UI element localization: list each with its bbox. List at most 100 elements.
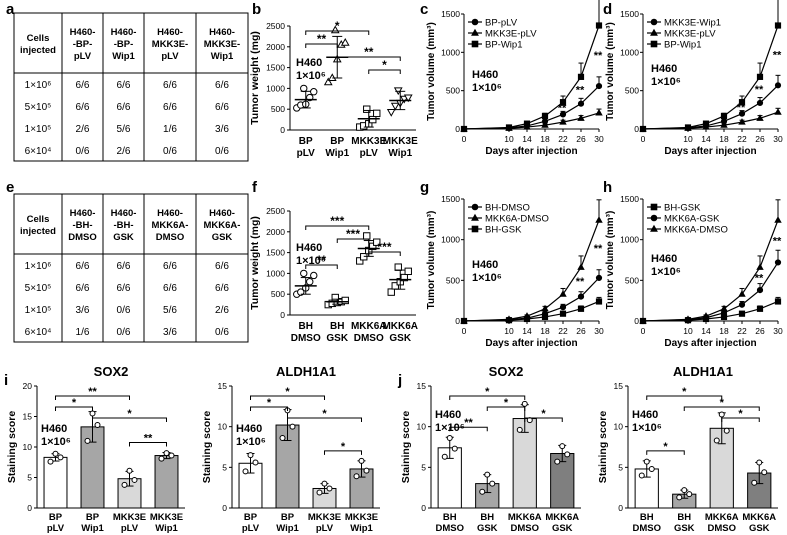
x-axis-label: Days after injection (664, 146, 756, 157)
significance-bracket (449, 395, 526, 400)
chart-title: ALDH1A1 (673, 364, 733, 379)
significance-bracket (368, 251, 401, 256)
y-tick-label: 5 (618, 462, 623, 472)
category-label: BP (299, 136, 313, 147)
category-label: GSK (477, 523, 498, 534)
significance-label: ** (558, 102, 567, 114)
significance-bracket (305, 43, 338, 48)
data-point (559, 118, 567, 125)
data-point (131, 476, 138, 483)
annotation-text: 1×10⁶ (651, 266, 681, 278)
y-tick-label: 1500 (620, 9, 639, 19)
data-point (577, 100, 585, 107)
significance-bracket (129, 441, 167, 447)
data-point (713, 437, 720, 444)
y-tick-label: 10 (218, 422, 228, 432)
x-tick-label: 10 (683, 134, 693, 144)
data-point (756, 286, 764, 294)
table-header-cell: H460- (70, 208, 96, 219)
panel-letter-j: j (397, 372, 402, 389)
data-point (47, 458, 54, 465)
x-tick-label: 0 (462, 326, 467, 336)
data-point (471, 203, 479, 211)
significance-label: ** (364, 45, 374, 59)
category-label: DMSO (436, 523, 465, 534)
significance-label: ** (576, 84, 585, 96)
category-label: BP (244, 512, 258, 523)
annotation-text: 1×10⁶ (632, 422, 662, 434)
data-point (471, 28, 479, 36)
category-label: Wip1 (81, 523, 104, 534)
table-cell: 0/6 (163, 146, 177, 157)
table-header-cell: GSK (113, 232, 134, 243)
data-point (738, 118, 746, 125)
y-axis-label: Staining score (597, 411, 609, 484)
annotation-text: H460 (651, 253, 677, 265)
annotation-text: 1×10⁶ (651, 76, 681, 88)
table-cell: 3/6 (215, 124, 229, 135)
category-label: MKK3E (113, 512, 146, 523)
x-axis-label: Days after injection (485, 338, 577, 349)
table-cell: 6/6 (76, 80, 90, 91)
y-tick-label: 15 (23, 412, 33, 422)
data-point (684, 315, 692, 322)
data-point (242, 468, 249, 475)
data-point (316, 489, 323, 496)
panel-letter-b: b (252, 1, 261, 18)
panel-letter-e: e (6, 179, 14, 196)
significance-label: ** (755, 273, 764, 285)
data-point (720, 304, 728, 312)
category-label: pLV (47, 523, 65, 534)
annotation-text: H460 (472, 259, 498, 271)
x-tick-label: 0 (641, 134, 646, 144)
y-axis-label: Tumor volume (mm³) (426, 211, 437, 310)
data-point (577, 293, 585, 300)
y-tick-label: 2000 (266, 42, 285, 52)
significance-label: ** (594, 50, 603, 62)
data-point (52, 450, 59, 457)
legend-label: MKK3E-pLV (664, 29, 716, 40)
significance-bracket (449, 426, 488, 432)
y-tick-label: 1000 (266, 268, 285, 278)
significance-label: *** (377, 240, 391, 254)
x-tick-label: 26 (755, 134, 765, 144)
category-label: BH (330, 321, 344, 332)
significance-bracket (683, 406, 760, 411)
data-point (756, 263, 764, 270)
data-point (774, 298, 782, 305)
table-header-cell: -BP- (114, 39, 134, 50)
significance-label: ** (594, 243, 603, 255)
data-point (577, 114, 585, 121)
legend-label: BH-DMSO (485, 203, 530, 214)
significance-label: * (541, 408, 546, 420)
table-cell: 2/6 (76, 124, 90, 135)
y-tick-label: 15 (614, 381, 624, 391)
data-point (358, 457, 365, 464)
table-panel-a: CellsinjectedH460--BP-pLVH460--BP-Wip1H4… (13, 12, 249, 162)
x-tick-label: 30 (773, 326, 783, 336)
x-tick-label: 30 (594, 326, 604, 336)
category-label: DMSO (708, 523, 737, 534)
data-point (521, 400, 528, 407)
table-cell: 1/6 (163, 124, 177, 135)
data-point (451, 445, 458, 452)
category-label: Wip1 (276, 523, 299, 534)
table-header-cell: Wip1 (211, 51, 234, 62)
table-header-cell: H460- (157, 208, 183, 219)
data-point (541, 313, 549, 321)
data-point (84, 437, 91, 444)
data-point (373, 109, 381, 118)
table-header-cell: pLV (161, 51, 179, 62)
y-tick-label: 20 (23, 381, 33, 391)
data-point (400, 273, 408, 282)
y-axis-label: Tumor volume (mm³) (605, 22, 616, 121)
table-header-cell: MKK3E- (152, 39, 188, 50)
annotation-text: H460 (296, 57, 322, 69)
data-point (323, 77, 333, 86)
data-point (559, 290, 567, 297)
category-label: BH (299, 321, 313, 332)
data-point (353, 473, 360, 480)
category-label: Wip1 (350, 523, 373, 534)
